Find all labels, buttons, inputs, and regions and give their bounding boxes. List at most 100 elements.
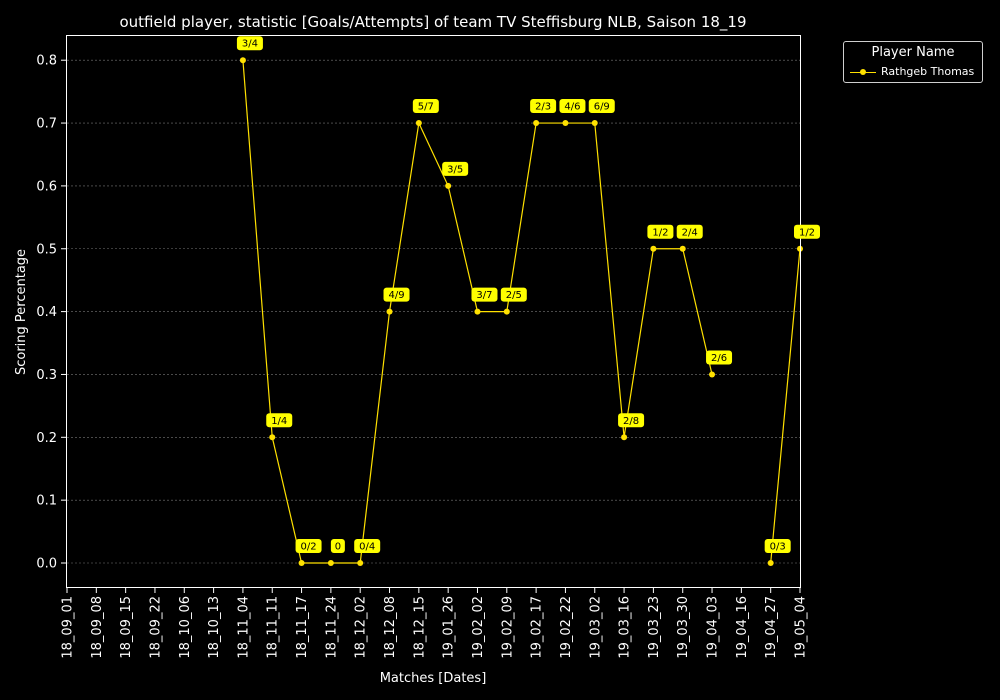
x-tick-label: 18_09_01 [61,596,76,659]
data-label-box [764,539,791,553]
data-label: 2/8 [623,416,639,427]
data-point [533,120,540,127]
data-label: 3/7 [476,290,492,301]
x-tick-label: 18_12_08 [383,596,398,659]
series-line [770,248,801,564]
data-point [591,120,598,127]
data-label: 5/7 [418,102,434,113]
data-point [474,308,481,315]
x-tick-label: 18_09_22 [148,596,163,659]
data-point [503,308,510,315]
data-label: 6/9 [594,102,610,113]
data-point [386,308,393,315]
data-label: 3/5 [447,164,463,175]
x-tick-label: 19_03_16 [618,596,633,659]
data-label-box [266,413,293,428]
data-label: 0/2 [301,542,317,553]
data-label-box [530,99,557,114]
data-label: 1/4 [271,416,287,427]
x-tick-label: 18_11_04 [236,596,251,659]
x-tick-label: 19_02_17 [530,596,545,659]
data-label: 0/4 [359,542,375,553]
tick-labels: 0.0 0.1 0.2 0.3 0.4 0.5 0.6 0.7 0.8 18_09_01 18_09… [36,54,808,659]
data-label-box [330,539,345,553]
data-point [327,560,334,566]
x-tick-label: 18_11_17 [295,596,310,659]
x-tick-label: 19_03_02 [588,596,603,659]
data-label: 2/5 [506,290,522,301]
x-tick-label: 19_04_27 [764,596,779,659]
legend-label: Rathgeb Thomas [881,65,975,78]
data-label: 2/3 [535,102,551,113]
data-point [298,560,305,566]
data-label-box [676,224,703,239]
data-label-box [588,99,615,114]
data-labels: 3/4 1/4 0/2 0 0/4 4/9 5/7 3/5 3/7 2/5 2/3 4/6 6/9 2/8… [236,36,820,553]
x-tick-label: 19_02_02 [471,596,486,659]
data-label-box [354,539,381,553]
y-axis-label: Scoring Percentage [14,249,29,375]
series-layer [239,57,803,566]
data-point [357,560,364,566]
data-label: 0/3 [770,542,786,553]
data-label: 4/6 [564,102,580,113]
legend-marker-swatch [860,69,866,75]
data-label-box [647,224,674,239]
legend-title: Player Name [871,45,955,60]
data-point [650,245,657,252]
x-tick-label: 18_11_24 [324,596,339,659]
x-tick-label: 18_12_15 [412,596,427,659]
x-tick-label: 18_12_02 [354,596,369,659]
data-point [415,120,422,127]
x-tick-label: 18_11_11 [266,596,281,659]
data-label-box [442,161,469,176]
plot-frame [66,35,801,588]
x-tick-label: 18_09_15 [119,596,134,659]
data-point [767,560,774,566]
data-point [679,245,686,252]
x-tick-label: 19_04_16 [735,596,750,659]
data-label: 2/4 [682,227,698,238]
x-tick-label: 18_10_06 [178,596,193,659]
legend-entry: Rathgeb Thomas [850,64,980,80]
data-label-box [236,36,263,51]
data-label-box [295,539,322,553]
y-tick-label: 0.7 [36,117,57,132]
data-point [621,434,628,441]
x-axis-label: Matches [Dates] [380,671,487,686]
data-label-box [706,350,733,365]
chart-title: outfield player, statistic [Goals/Attemp… [119,13,746,32]
y-tick-label: 0.5 [36,242,57,257]
y-tick-label: 0.8 [36,54,57,69]
y-tick-label: 0.0 [36,557,57,572]
x-tick-label: 19_04_03 [706,596,721,659]
data-label: 2/6 [711,353,727,364]
data-label-box [412,99,439,114]
data-label: 4/9 [388,290,404,301]
x-tick-label: 19_05_04 [794,596,809,659]
data-label-box [618,413,645,428]
x-tick-label: 19_01_26 [442,596,457,659]
data-label: 3/4 [242,39,258,50]
y-tick-label: 0.3 [36,368,57,383]
data-point [239,57,246,64]
data-label-box [471,287,498,302]
data-point [562,120,569,127]
y-tick-label: 0.4 [36,305,57,320]
data-point [269,434,276,441]
data-label-box [500,287,527,302]
legend: Player Name Rathgeb Thomas [843,41,983,83]
x-tick-label: 19_02_22 [559,596,574,659]
data-point [445,182,452,189]
y-tick-label: 0.1 [36,494,57,509]
data-label-box [794,224,820,239]
x-tick-label: 18_09_08 [90,596,105,659]
data-point [709,371,716,378]
axes [66,35,801,588]
y-tick-label: 0.2 [36,431,57,446]
data-label: 1/2 [799,227,815,238]
data-label: 0 [335,542,341,553]
data-label: 1/2 [652,227,668,238]
x-tick-label: 18_10_13 [207,596,222,659]
